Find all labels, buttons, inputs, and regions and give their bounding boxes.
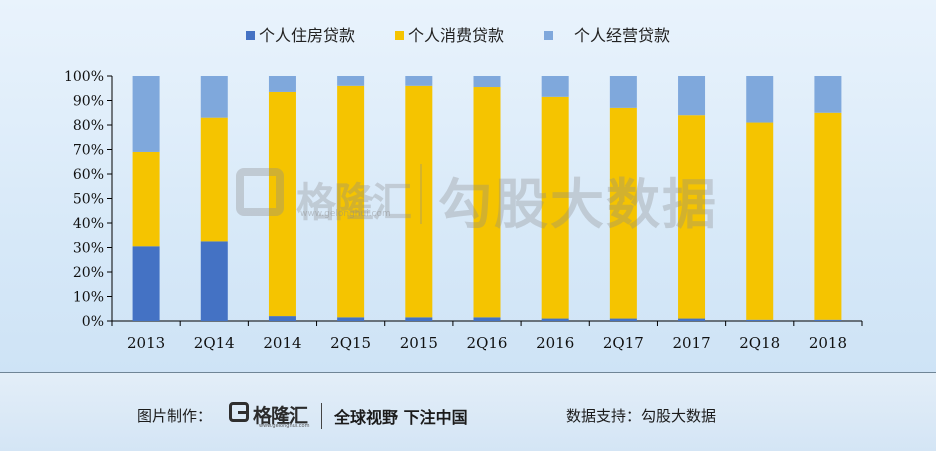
bar-segment [746,76,774,123]
x-tick-label: 2Q15 [330,334,371,352]
bar-segment [132,246,160,321]
credit-label: 图片制作： [137,407,213,425]
watermark-divider [420,164,422,224]
legend-label: 个人消费贷款 [408,26,504,45]
x-tick-label: 2017 [672,334,710,352]
bar-segment [609,107,637,319]
logo-name: 格隆汇 [253,405,308,427]
legend-swatch [395,31,404,40]
legend-swatch [246,31,255,40]
bar-segment [268,91,296,317]
bar-segment [814,112,842,320]
footer-divider [0,372,936,373]
y-tick-label: 30% [73,241,104,257]
y-tick-label: 40% [73,216,104,232]
y-tick-label: 60% [73,167,104,183]
x-tick-label: 2018 [809,334,847,352]
y-tick-label: 50% [73,192,104,208]
bar-segment [678,318,706,321]
bar-segment [609,76,637,108]
slogan: 全球视野 下注中国 [334,408,468,427]
legend-label: 个人住房贷款 [259,26,355,45]
bar-segment [268,316,296,321]
y-tick-label: 90% [73,94,104,110]
bar-segment [268,76,296,92]
legend-swatch [544,31,553,40]
x-tick-label: 2Q14 [194,334,235,352]
footer: 图片制作： 格隆汇 www.gelonghui.com 全球视野 下注中国 数据… [0,373,936,451]
footer-separator [321,403,322,429]
bar-segment [473,317,501,321]
bar-segment [814,319,842,321]
x-tick-label: 2015 [400,334,438,352]
watermark-logo-icon [236,168,284,216]
x-tick-label: 2Q18 [739,334,780,352]
watermark-url: www.gelonghui.com [300,209,391,219]
bar-segment [678,76,706,116]
x-tick-label: 2013 [127,334,165,352]
bar-segment [200,117,228,242]
bar-segment [814,76,842,113]
bar-segment [746,122,774,320]
bar-segment [337,317,365,321]
y-tick-label: 70% [73,143,104,159]
y-tick-label: 80% [73,118,104,134]
bar-segment [405,317,433,321]
logo-url: www.gelonghui.com [259,423,310,429]
bar-segment [609,318,637,321]
bar-segment [541,318,569,321]
y-tick-label: 0% [82,314,104,330]
gelonghui-logo-icon [229,402,249,422]
watermark-text: 勾股大数据 [438,173,718,236]
y-tick-label: 10% [73,290,104,306]
x-tick-label: 2Q17 [603,334,644,352]
bar-segment [337,85,365,318]
stacked-bar-chart: 0% 10% 20% 30% 40% 50% 60% 70% 80% 90% 100% 2013 2Q1… [64,26,863,352]
bar-segment [405,76,433,86]
bar-segment [200,241,228,321]
bar-segment [132,76,160,152]
bar-segment [132,151,160,247]
bar-segment [541,76,569,97]
bar-segment [541,96,569,319]
bar-segment [200,76,228,118]
legend-label: 个人经营贷款 [574,26,670,45]
bar-segment [405,85,433,318]
bar-segment [337,76,365,86]
watermark-brand: 格隆汇 [296,180,412,226]
data-support: 数据支持：勾股大数据 [566,407,717,425]
y-tick-label: 20% [73,265,104,281]
bar-segment [678,115,706,319]
y-tick-label: 100% [64,69,104,85]
bar-segment [473,76,501,88]
x-tick-label: 2014 [263,334,301,352]
x-tick-label: 2016 [536,334,574,352]
x-tick-label: 2Q16 [467,334,508,352]
bar-segment [746,319,774,321]
bar-segment [473,87,501,318]
